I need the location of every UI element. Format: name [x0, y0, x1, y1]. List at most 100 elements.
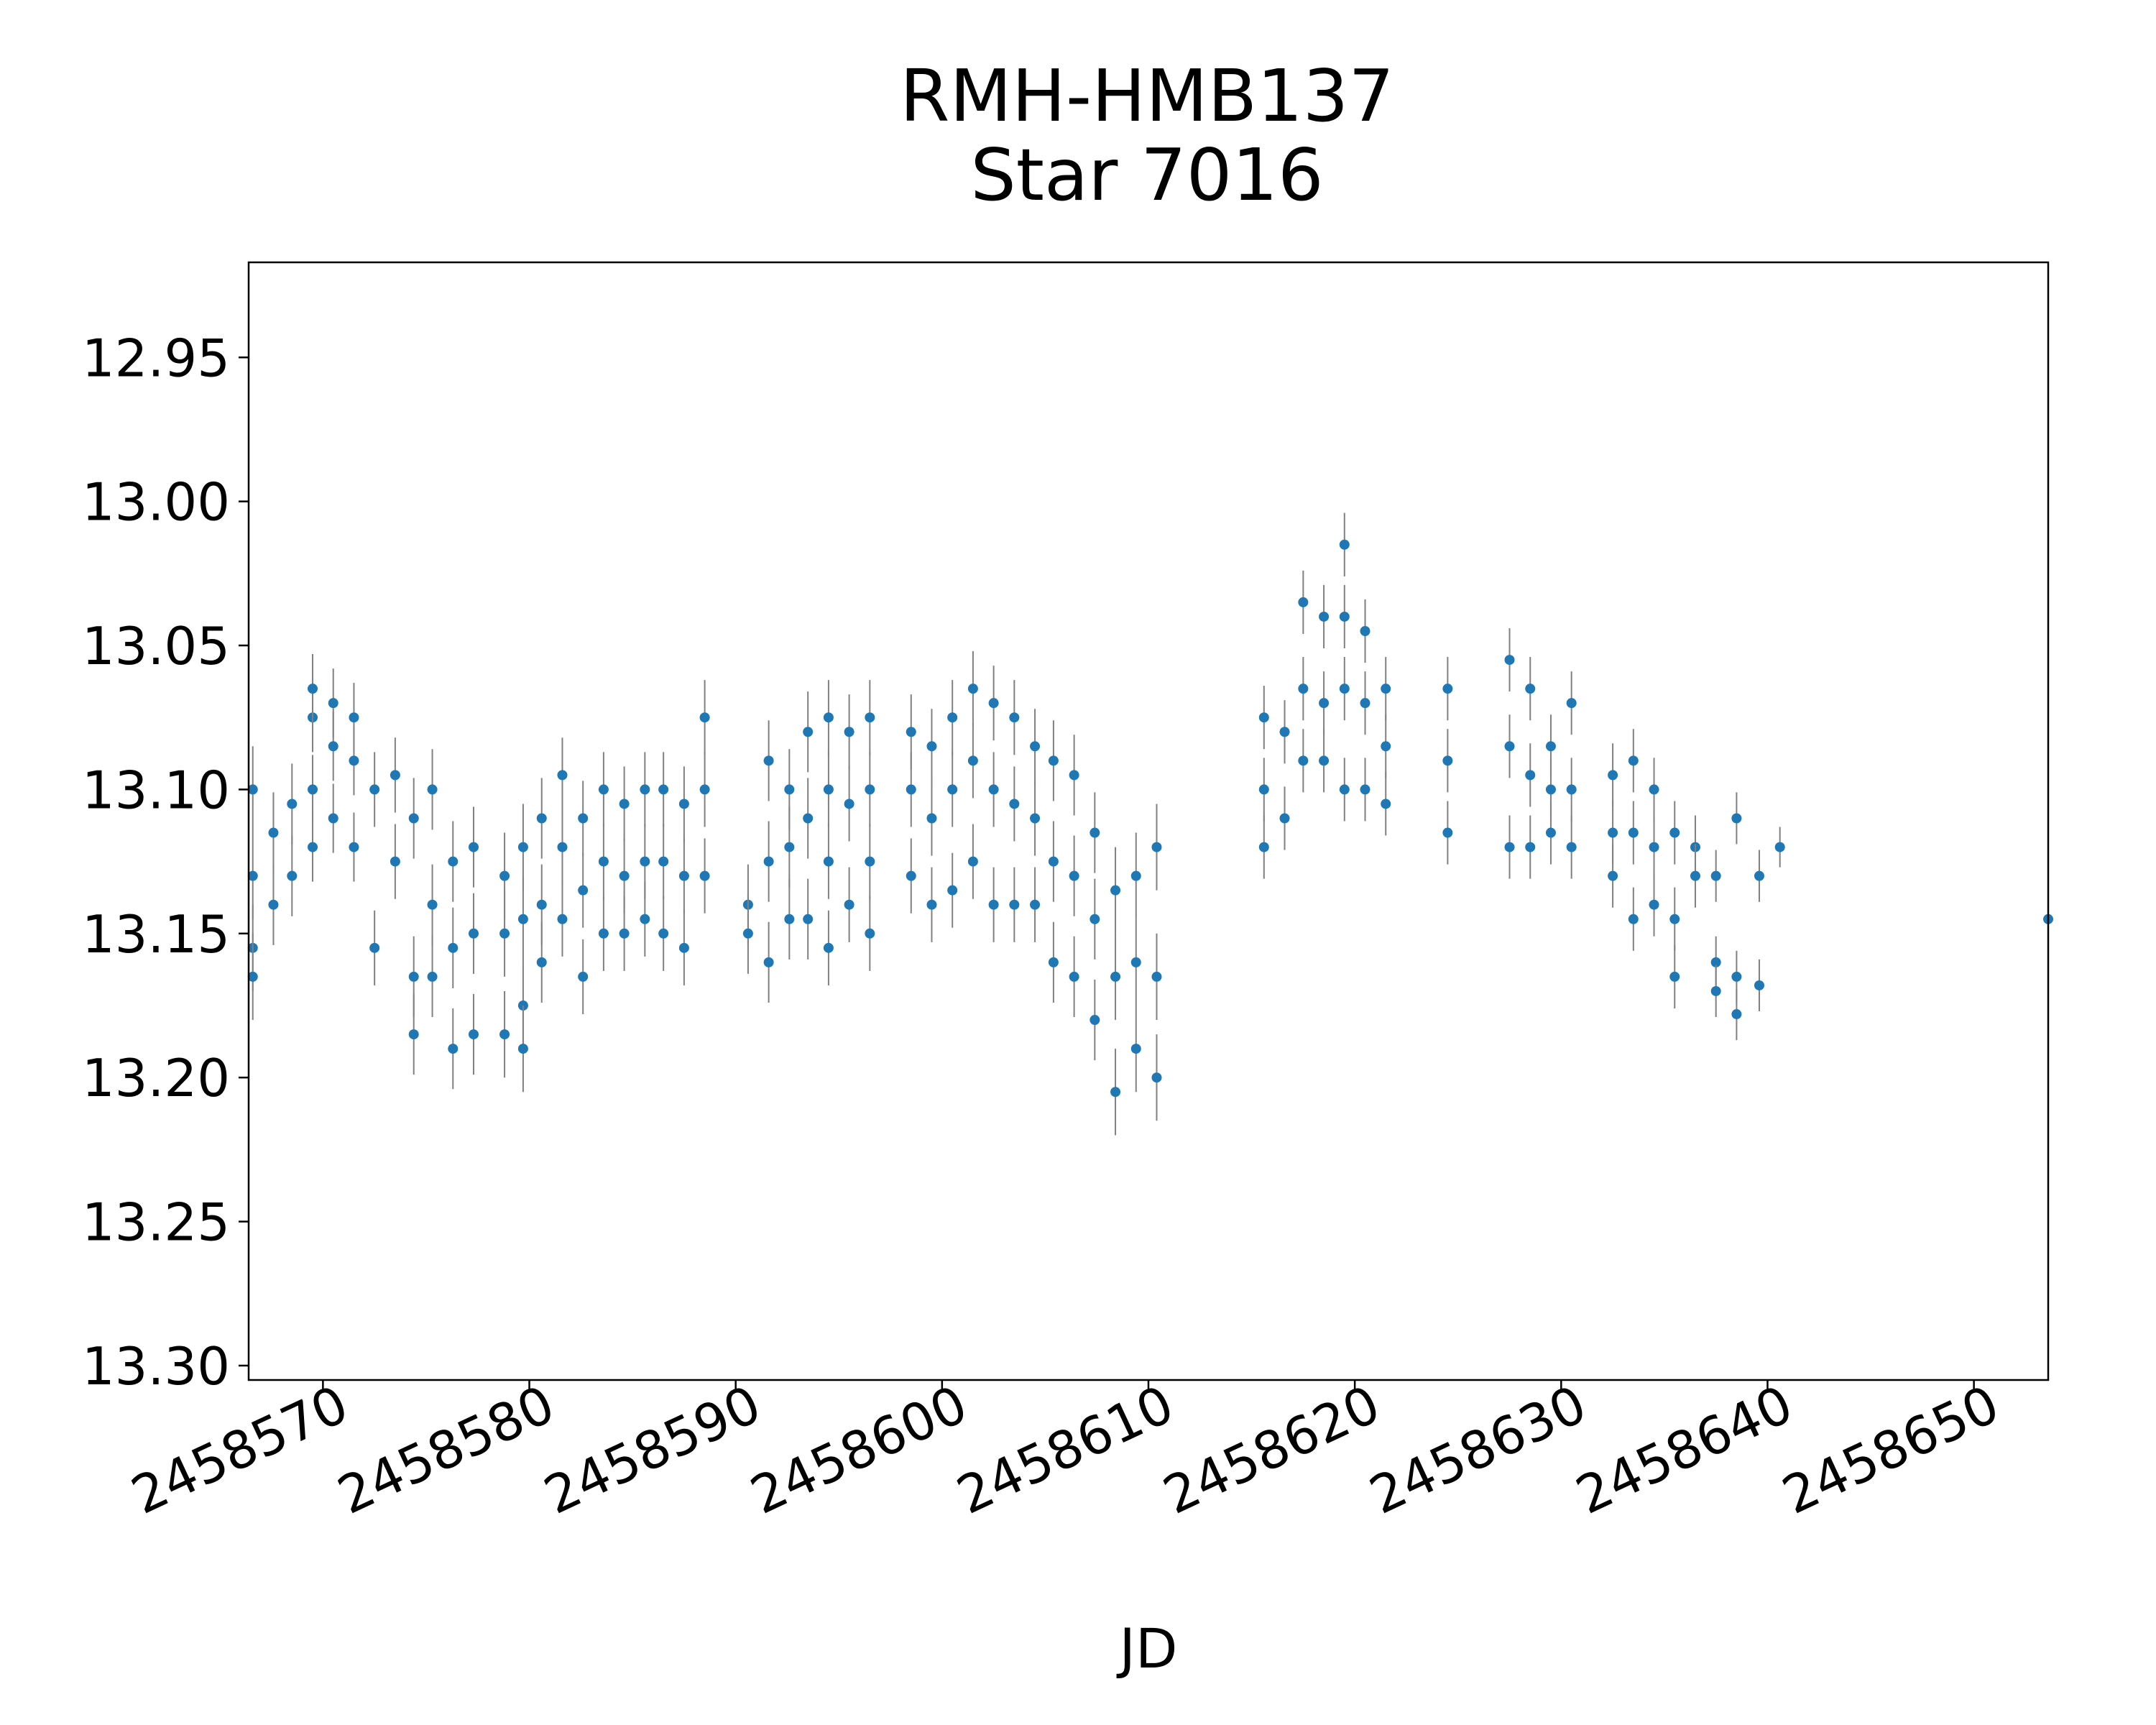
- data-point: [268, 827, 279, 838]
- data-point: [784, 914, 795, 924]
- data-point: [1442, 684, 1453, 694]
- data-point: [1360, 784, 1370, 795]
- data-point: [823, 856, 834, 867]
- data-point: [967, 755, 978, 766]
- x-tick-label: 2458630: [1360, 1374, 1595, 1526]
- data-point: [1258, 842, 1269, 852]
- data-point: [784, 842, 795, 852]
- data-point: [1608, 770, 1618, 781]
- data-point: [448, 856, 459, 867]
- data-point: [448, 942, 459, 953]
- data-point: [823, 784, 834, 795]
- data-point: [598, 856, 609, 867]
- data-point: [763, 755, 774, 766]
- data-point: [557, 914, 568, 924]
- data-point: [1339, 611, 1350, 622]
- x-tick-label: 2458570: [122, 1374, 356, 1526]
- data-point: [1566, 842, 1577, 852]
- data-point: [1110, 1087, 1121, 1098]
- data-point: [247, 784, 258, 795]
- chart-title: RMH-HMB137: [900, 54, 1394, 138]
- data-point: [1690, 870, 1700, 881]
- data-point: [1030, 813, 1041, 824]
- data-point: [499, 928, 510, 939]
- data-point: [390, 856, 400, 867]
- data-point: [967, 684, 978, 694]
- data-point: [1608, 870, 1618, 881]
- data-point: [408, 971, 419, 982]
- y-tick-label: 13.15: [82, 904, 230, 965]
- data-point: [1754, 980, 1764, 990]
- data-point: [658, 856, 669, 867]
- data-point: [844, 727, 854, 737]
- y-tick-label: 13.10: [82, 760, 230, 820]
- data-point: [906, 784, 916, 795]
- data-point: [1504, 655, 1515, 666]
- data-point: [517, 914, 528, 924]
- data-point: [1009, 899, 1020, 910]
- data-point: [1442, 827, 1453, 838]
- data-point: [557, 842, 568, 852]
- data-point: [578, 885, 589, 896]
- data-point: [328, 741, 338, 752]
- data-point: [1030, 741, 1041, 752]
- data-point: [1339, 539, 1350, 550]
- data-point: [1710, 985, 1721, 996]
- data-point: [803, 813, 814, 824]
- data-point: [448, 1044, 459, 1054]
- chart-subtitle: Star 7016: [970, 133, 1323, 217]
- data-point: [1649, 899, 1659, 910]
- data-point: [499, 870, 510, 881]
- data-point: [247, 971, 258, 982]
- data-point: [1048, 957, 1059, 967]
- data-point: [1130, 957, 1141, 967]
- data-point: [1319, 698, 1330, 709]
- data-point: [469, 928, 479, 939]
- data-point: [1069, 770, 1079, 781]
- data-point: [1258, 712, 1269, 723]
- data-point: [1319, 755, 1330, 766]
- data-point: [1089, 827, 1100, 838]
- data-point: [1669, 971, 1680, 982]
- data-point: [803, 914, 814, 924]
- data-point: [1298, 684, 1309, 694]
- data-point: [699, 712, 710, 723]
- x-tick-label: 2458580: [329, 1374, 563, 1526]
- data-point: [328, 698, 338, 709]
- data-point: [926, 741, 937, 752]
- data-point: [1442, 755, 1453, 766]
- data-point: [1130, 870, 1141, 881]
- data-point: [1669, 827, 1680, 838]
- x-tick-label: 2458620: [1154, 1374, 1388, 1526]
- data-point: [536, 957, 547, 967]
- data-point: [328, 813, 338, 824]
- data-point: [308, 784, 318, 795]
- x-axis: 2458570245858024585902458600245861024586…: [122, 1374, 2007, 1526]
- data-point: [349, 712, 359, 723]
- data-point: [287, 799, 298, 809]
- data-point: [619, 799, 630, 809]
- x-tick-label: 2458610: [948, 1374, 1182, 1526]
- data-point: [1110, 971, 1121, 982]
- data-point: [536, 813, 547, 824]
- data-point: [619, 928, 630, 939]
- data-point: [390, 770, 400, 781]
- data-point: [1628, 827, 1639, 838]
- data-point: [598, 784, 609, 795]
- data-point: [1754, 870, 1764, 881]
- data-point: [742, 928, 753, 939]
- data-point: [1504, 741, 1515, 752]
- data-point: [947, 885, 958, 896]
- data-point: [578, 813, 589, 824]
- data-point: [1566, 698, 1577, 709]
- data-point: [349, 842, 359, 852]
- data-point: [844, 899, 854, 910]
- data-point: [469, 842, 479, 852]
- x-axis-label: JD: [1117, 1616, 1178, 1680]
- data-point: [408, 813, 419, 824]
- data-point: [369, 784, 380, 795]
- data-point: [1504, 842, 1515, 852]
- data-point: [699, 870, 710, 881]
- data-point: [1731, 971, 1742, 982]
- data-point: [1628, 914, 1639, 924]
